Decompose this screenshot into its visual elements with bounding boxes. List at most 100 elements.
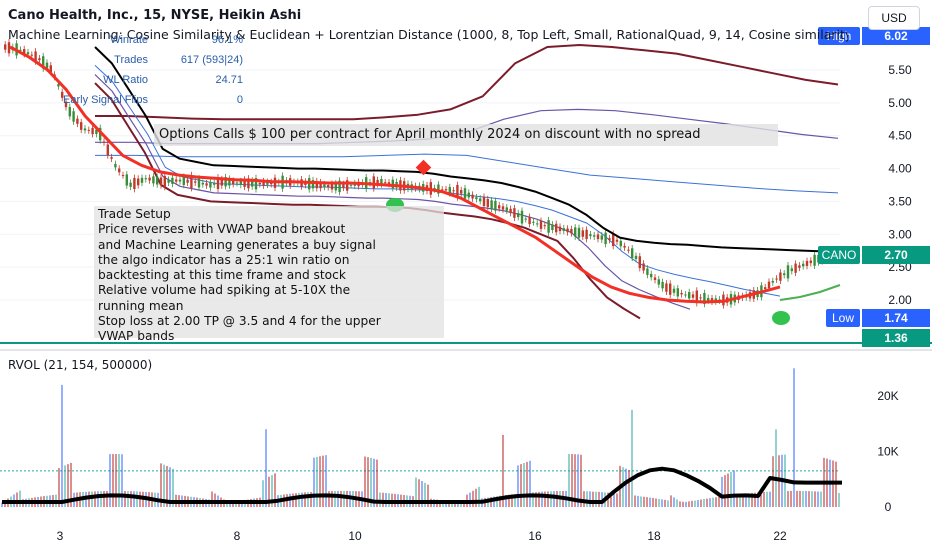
candle-body xyxy=(45,62,49,69)
candle-body xyxy=(80,122,83,130)
candle-body xyxy=(376,179,379,185)
stat-value: 96.1% xyxy=(211,34,243,46)
candle-body xyxy=(589,234,592,237)
candle-body xyxy=(475,197,478,200)
candle-body xyxy=(509,208,512,214)
chart-title: Cano Health, Inc., 15, NYSE, Heikin Ashi xyxy=(8,8,302,23)
candle-body xyxy=(536,223,539,225)
candle-body xyxy=(216,177,220,190)
vwap-line xyxy=(94,46,840,253)
setup-line: the algo indicator has a 25:1 win ratio … xyxy=(98,252,350,267)
candle-body xyxy=(482,196,486,207)
candle-body xyxy=(642,263,645,271)
candle-body xyxy=(463,188,467,199)
candle-body xyxy=(688,292,691,299)
candle-body xyxy=(251,180,254,187)
candle-body xyxy=(707,297,710,301)
candle-body xyxy=(691,294,695,298)
stat-label: Trades xyxy=(114,54,148,66)
candle-body xyxy=(471,194,474,199)
candle-body xyxy=(38,58,41,61)
candle-body xyxy=(699,297,702,299)
candle-body xyxy=(380,179,383,185)
rvol-legend[interactable]: RVOL (21, 154, 500000) xyxy=(8,358,153,372)
setup-line: backtesting at this time frame and stock xyxy=(98,268,346,283)
candle-body xyxy=(441,189,444,191)
candle-body xyxy=(182,176,185,186)
candle-body xyxy=(486,199,489,207)
candle-body xyxy=(205,183,208,186)
candle-body xyxy=(247,178,250,189)
candle-body xyxy=(232,180,235,185)
stat-value: 0 xyxy=(236,94,243,106)
candle-body xyxy=(167,179,170,183)
price-tick-label: 4.50 xyxy=(888,129,912,143)
candle-body xyxy=(243,179,246,187)
candle-body xyxy=(346,180,349,191)
candle-body xyxy=(653,277,657,281)
setup-line: Stop loss at 2.00 TP @ 3.5 and 4 for the… xyxy=(98,314,381,329)
stat-label: Early Signal Flips xyxy=(63,94,148,106)
candle-body xyxy=(129,182,132,187)
candle-body xyxy=(631,248,634,258)
candle-body xyxy=(501,206,505,210)
high-price-tag-value: 6.02 xyxy=(884,29,908,43)
time-tick-label: 8 xyxy=(234,529,241,543)
candle-body xyxy=(547,220,550,233)
candle-body xyxy=(786,265,790,279)
candle-body xyxy=(562,228,565,232)
candle-body xyxy=(452,190,455,192)
setup-line: Price reverses with VWAP band breakout xyxy=(98,222,346,237)
candle-body xyxy=(159,177,163,186)
options-note: Options Calls $ 100 per contract for Apr… xyxy=(154,124,778,146)
price-axis[interactable]: 2.002.503.003.504.004.505.005.50 xyxy=(888,63,912,307)
candle-body xyxy=(254,178,258,190)
candle-body xyxy=(19,49,22,51)
candle-body xyxy=(581,230,584,237)
candle-body xyxy=(456,184,459,198)
currency-button[interactable]: USD xyxy=(868,6,920,30)
candle-body xyxy=(775,278,778,280)
candle-body xyxy=(612,233,615,247)
candle-body xyxy=(61,91,64,98)
candle-body xyxy=(311,180,315,189)
candle-body xyxy=(695,290,698,304)
candle-body xyxy=(710,298,714,302)
candle-body xyxy=(114,163,117,168)
candle-body xyxy=(672,288,676,293)
candle-body xyxy=(638,256,641,269)
candle-body xyxy=(95,129,98,135)
candle-body xyxy=(532,221,535,223)
candle-body xyxy=(125,174,128,186)
current-price-tag-label: CANO xyxy=(822,248,857,262)
setup-line: and Machine Learning generates a buy sig… xyxy=(98,237,376,252)
candle-body xyxy=(228,178,231,186)
candle-body xyxy=(585,229,588,240)
indicator-legend[interactable]: Machine Learning: Cosine Similarity & Eu… xyxy=(8,27,848,42)
candle-body xyxy=(661,281,664,289)
candle-body xyxy=(330,183,334,190)
candle-body xyxy=(467,192,470,198)
candle-body xyxy=(201,182,204,185)
sell-signal-marker xyxy=(415,159,432,176)
candle-body xyxy=(433,188,436,190)
candle-body xyxy=(327,184,330,188)
candle-body xyxy=(813,254,816,266)
candle-body xyxy=(528,216,531,225)
time-tick-label: 3 xyxy=(57,529,64,543)
candle-body xyxy=(764,287,767,290)
candle-body xyxy=(315,181,318,189)
candle-body xyxy=(178,179,182,182)
time-axis[interactable]: 3 8 10 16 18 22 xyxy=(57,529,787,543)
candle-body xyxy=(266,181,269,185)
candle-body xyxy=(102,141,106,143)
upper-outer-band xyxy=(95,44,839,121)
candle-body xyxy=(676,288,679,297)
candle-body xyxy=(384,182,387,184)
price-tick-label: 3.50 xyxy=(888,194,912,208)
low-price-tag-label: Low xyxy=(832,311,854,325)
candle-body xyxy=(197,178,201,188)
candle-body xyxy=(91,127,94,135)
price-tick-label: 5.50 xyxy=(888,63,912,77)
